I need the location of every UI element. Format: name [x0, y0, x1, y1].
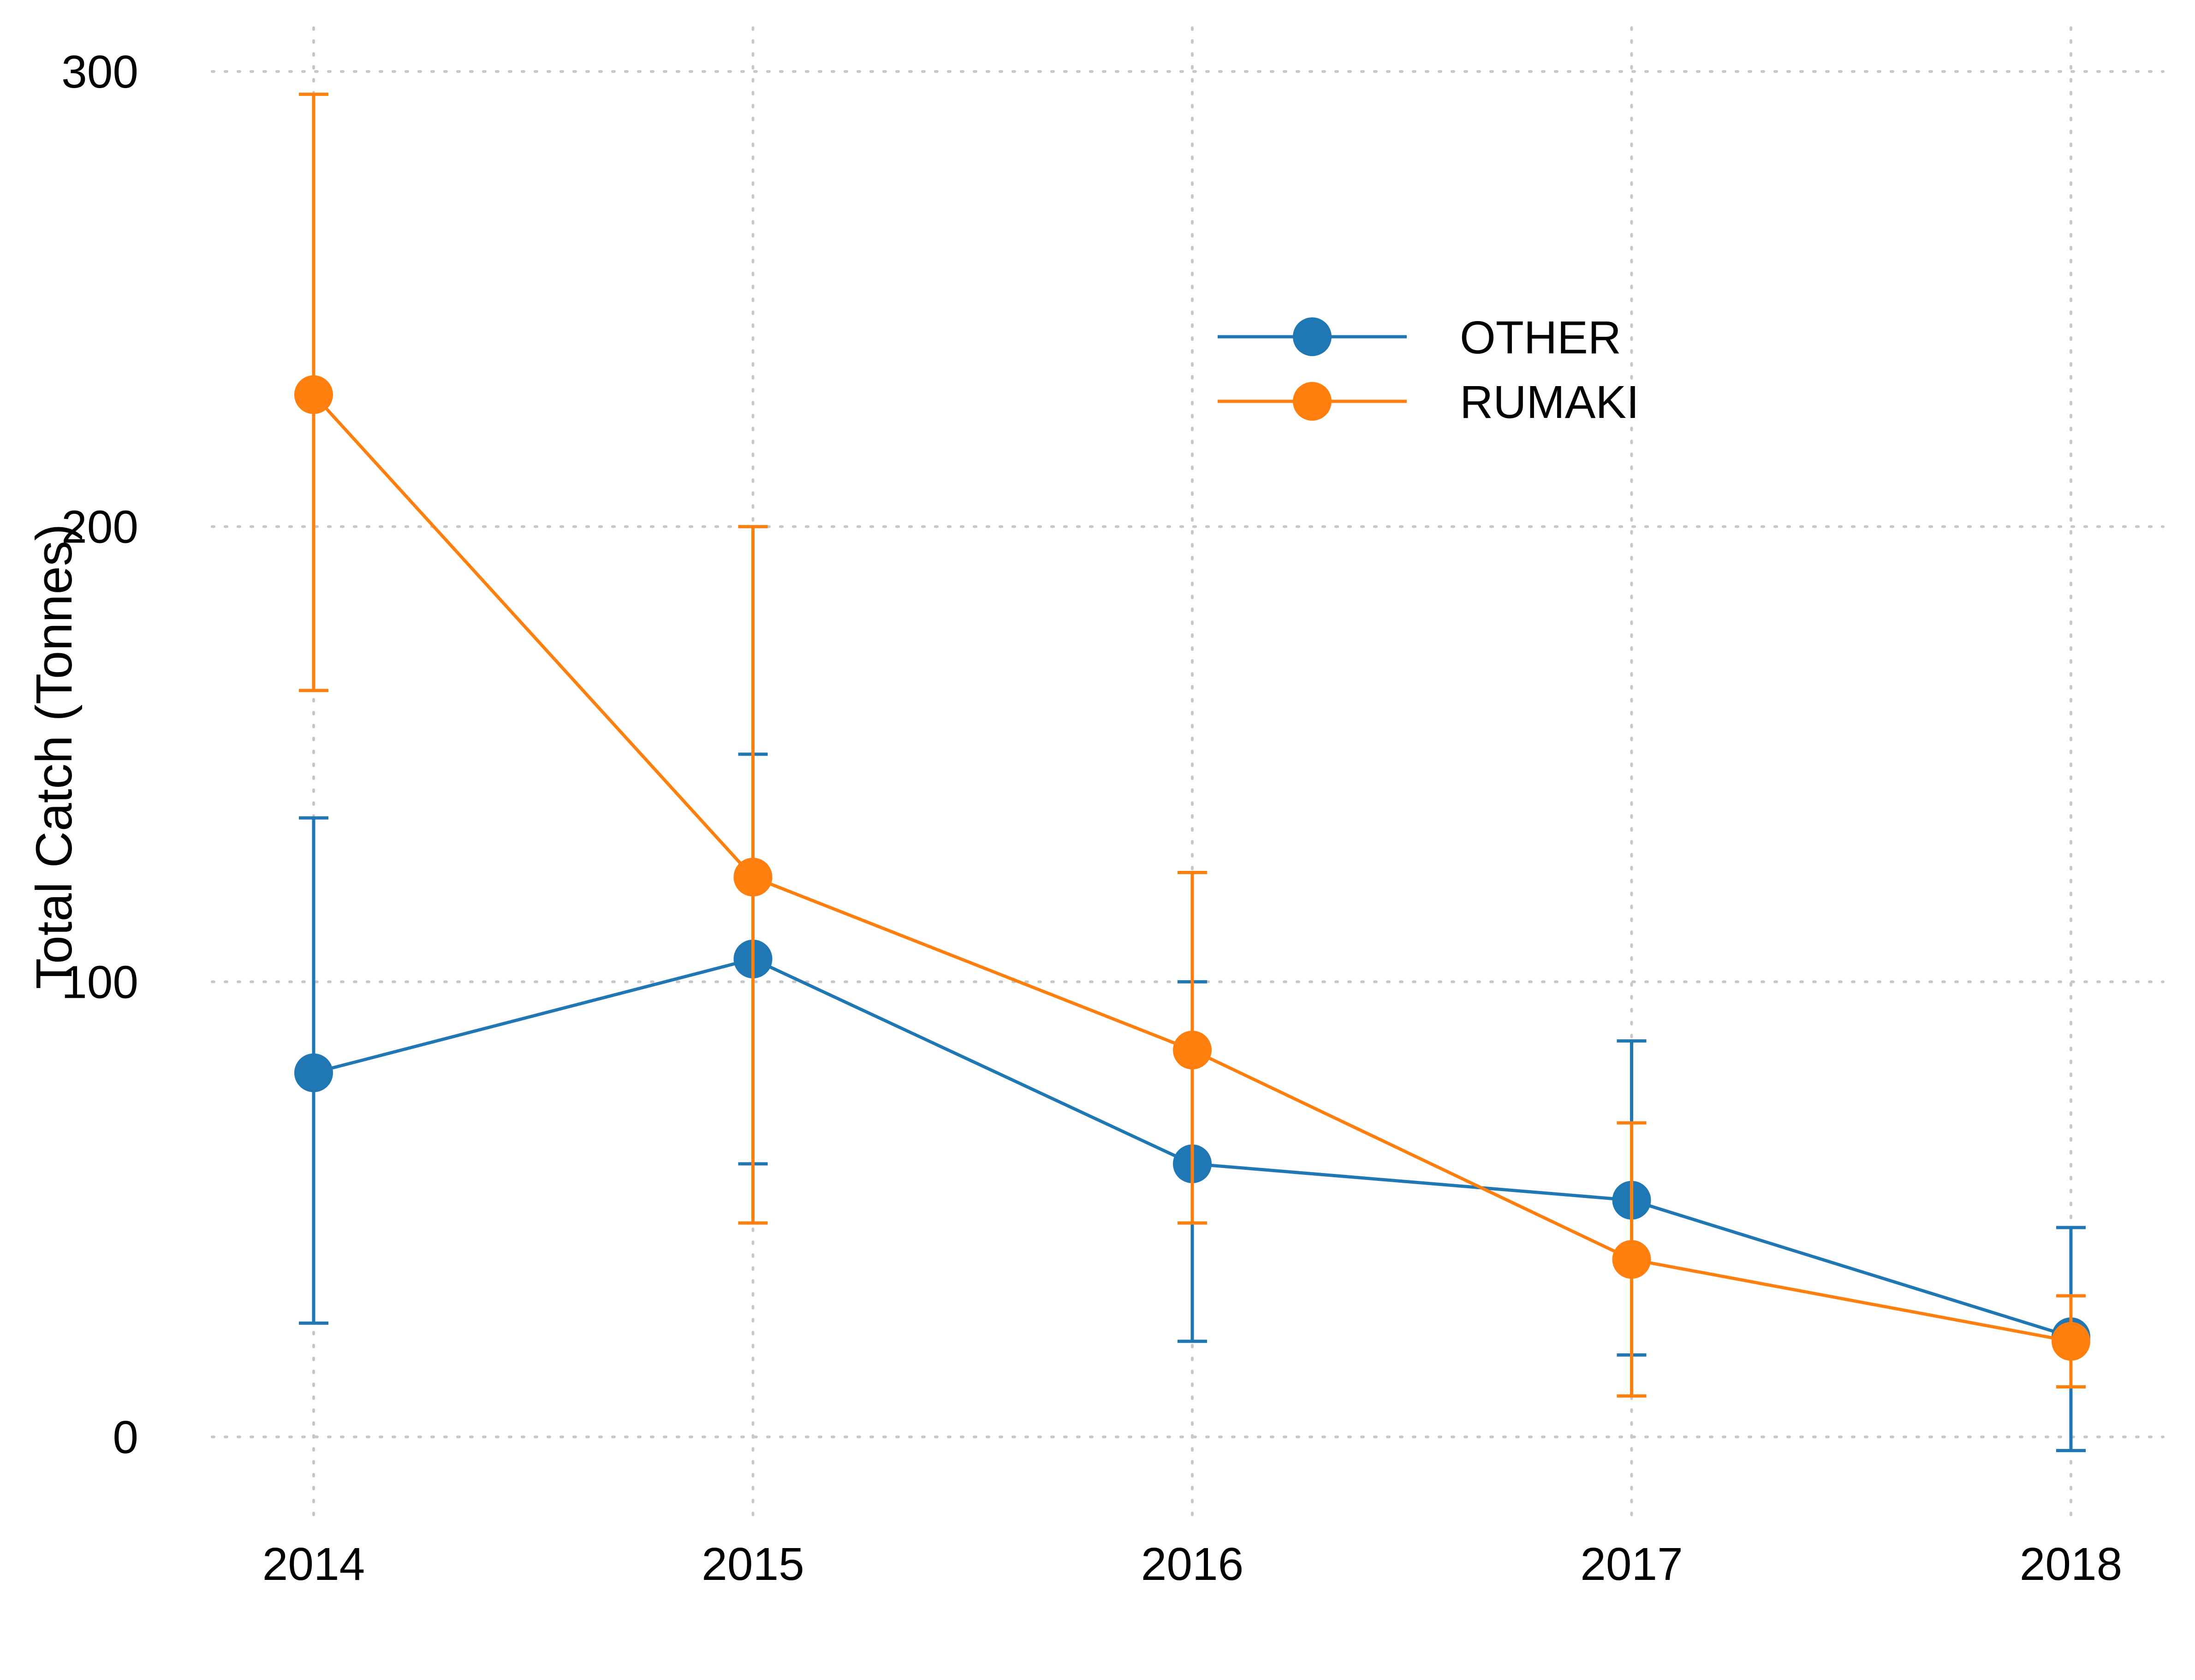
point-rumaki-2017 [1612, 1240, 1651, 1279]
grid [211, 26, 2165, 1524]
x-axis-ticks: 2014 2015 2016 2017 2018 [262, 1538, 2122, 1590]
y-tick-label-200: 200 [61, 501, 138, 553]
y-axis-title: Total Catch (Tonnes) [26, 524, 83, 989]
legend-label: RUMAKI [1460, 376, 1639, 428]
legend-marker [1293, 317, 1332, 356]
legend-label: OTHER [1460, 312, 1621, 363]
y-tick-label-0: 0 [113, 1412, 138, 1463]
point-rumaki-2014 [294, 375, 333, 414]
point-rumaki-2016 [1173, 1031, 1212, 1070]
x-tick-label-2018: 2018 [2020, 1538, 2122, 1590]
series-rumaki [294, 92, 2090, 1398]
x-tick-label-2014: 2014 [262, 1538, 365, 1590]
point-other-2014 [294, 1053, 333, 1092]
x-tick-label-2015: 2015 [702, 1538, 804, 1590]
x-tick-label-2017: 2017 [1580, 1538, 1683, 1590]
y-tick-label-300: 300 [61, 46, 138, 98]
legend-item-other: OTHER [1218, 312, 1621, 363]
legend: OTHER RUMAKI [1218, 312, 1639, 428]
point-rumaki-2018 [2052, 1322, 2090, 1361]
x-tick-label-2016: 2016 [1141, 1538, 1243, 1590]
point-rumaki-2015 [733, 858, 773, 897]
legend-item-rumaki: RUMAKI [1218, 376, 1639, 428]
plot-area [294, 92, 2090, 1453]
y-tick-label-100: 100 [61, 956, 138, 1008]
y-axis-ticks: 0 100 200 300 [61, 46, 138, 1463]
legend-marker [1293, 382, 1332, 421]
